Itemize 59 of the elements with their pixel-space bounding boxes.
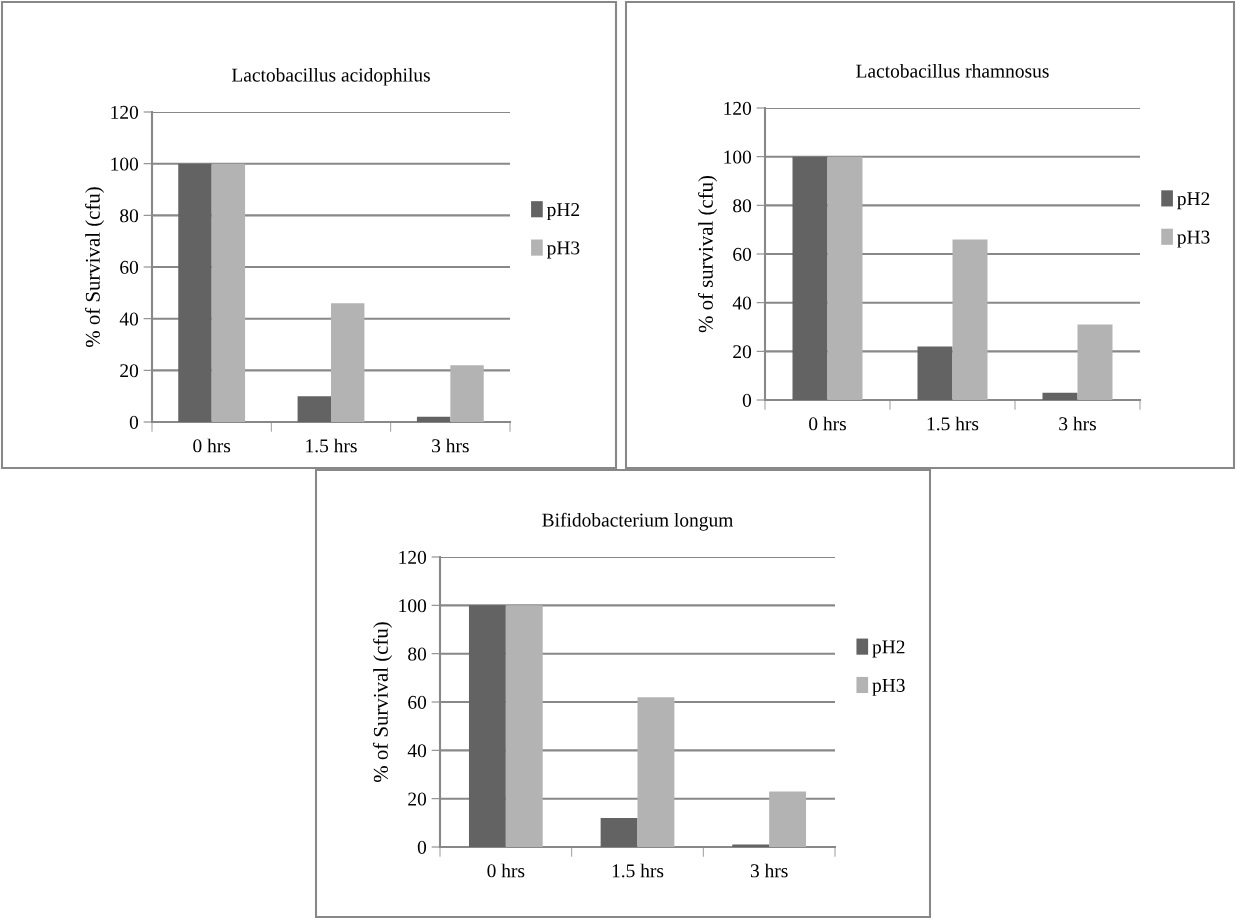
y-axis-title: % of survival (cfu): [697, 175, 718, 333]
x-tick-label: 1.5 hrs: [612, 863, 664, 878]
chart-title: Lactobacillus rhamnosus: [856, 63, 1049, 78]
bar: [917, 346, 953, 400]
chart-title: Lactobacillus acidophilus: [231, 67, 430, 86]
y-tick-label: 80: [733, 199, 752, 213]
y-tick-label: 120: [399, 550, 427, 564]
bar: [211, 163, 246, 422]
y-tick-label: 100: [399, 599, 427, 613]
y-tick-label: 0: [417, 840, 427, 854]
y-tick-label: 40: [119, 312, 139, 326]
y-tick-label: 80: [120, 209, 139, 223]
y-tick-label: 100: [724, 150, 752, 164]
bar: [769, 791, 807, 847]
y-tick-label: 120: [724, 101, 752, 115]
bar: [952, 239, 988, 400]
x-tick-label: 1.5 hrs: [306, 438, 357, 453]
bar: [450, 365, 484, 422]
bar: [600, 818, 638, 847]
legend-label: pH2: [546, 203, 580, 221]
x-tick-label: 1.5 hrs: [927, 416, 979, 431]
y-tick-label: 0: [129, 415, 139, 429]
x-tick-label: 0 hrs: [193, 438, 231, 453]
x-tick-label: 0 hrs: [809, 416, 846, 431]
y-tick-label: 120: [111, 105, 139, 119]
y-axis-title: % of Survival (cfu): [372, 622, 393, 782]
x-tick-label: 0 hrs: [487, 863, 525, 878]
bar: [416, 416, 451, 422]
y-axis-title: % of Survival (cfu): [84, 187, 105, 347]
legend-label: pH3: [872, 678, 905, 696]
legend-label: pH3: [546, 241, 580, 259]
y-tick-label: 20: [408, 792, 427, 806]
bar: [505, 605, 543, 847]
y-tick-label: 60: [120, 260, 139, 274]
legend-label: pH2: [872, 640, 905, 658]
chart-title: Bifidobacterium longum: [542, 512, 734, 531]
y-tick-label: 20: [120, 364, 139, 378]
y-tick-label: 80: [408, 647, 427, 661]
y-tick-label: 20: [733, 345, 752, 359]
bar: [1077, 324, 1113, 400]
legend-label: pH2: [1177, 192, 1210, 210]
bar: [792, 156, 828, 400]
legend-label: pH3: [1177, 230, 1210, 248]
y-tick-label: 0: [742, 393, 752, 407]
y-tick-label: 100: [111, 157, 139, 171]
bar: [297, 396, 331, 422]
y-tick-label: 40: [732, 296, 752, 310]
y-tick-label: 40: [407, 744, 427, 758]
x-tick-label: 3 hrs: [432, 438, 469, 453]
y-tick-label: 60: [733, 247, 752, 261]
bar: [178, 163, 212, 422]
bar: [1042, 392, 1078, 400]
bar: [331, 303, 365, 422]
x-tick-label: 3 hrs: [1059, 416, 1096, 431]
y-tick-label: 60: [408, 695, 427, 709]
bar: [827, 156, 863, 400]
bar: [468, 605, 506, 847]
x-tick-label: 3 hrs: [750, 863, 788, 878]
bar: [637, 697, 675, 847]
